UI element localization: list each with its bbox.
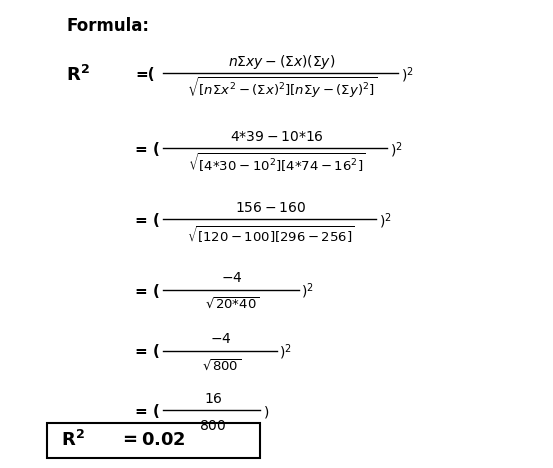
FancyBboxPatch shape: [47, 423, 260, 458]
Text: $-4$: $-4$: [210, 332, 232, 346]
Text: $)^2$: $)^2$: [379, 211, 392, 231]
Text: $4{*}39-10{*}16$: $4{*}39-10{*}16$: [229, 130, 324, 144]
Text: $\sqrt{[n\Sigma x^2-(\Sigma x)^2][n\Sigma y-(\Sigma y)^2]}$: $\sqrt{[n\Sigma x^2-(\Sigma x)^2][n\Sigm…: [187, 76, 377, 100]
Text: $)^2$: $)^2$: [301, 281, 314, 301]
Text: $)$: $)$: [263, 404, 269, 420]
Text: = (: = (: [135, 213, 160, 228]
Text: = (: = (: [135, 344, 160, 359]
Text: = (: = (: [135, 142, 160, 157]
Text: $\sqrt{800}$: $\sqrt{800}$: [202, 358, 241, 373]
Text: $)^2$: $)^2$: [279, 342, 292, 362]
Text: $800$: $800$: [199, 419, 227, 433]
Text: $\sqrt{[120-100][296-256]}$: $\sqrt{[120-100][296-256]}$: [187, 225, 355, 245]
Text: $)^2$: $)^2$: [401, 65, 414, 85]
Text: $n\Sigma xy-(\Sigma x)(\Sigma y)$: $n\Sigma xy-(\Sigma x)(\Sigma y)$: [228, 53, 336, 71]
Text: $\mathbf{= 0.02}$: $\mathbf{= 0.02}$: [119, 431, 186, 449]
Text: = (: = (: [135, 284, 160, 299]
Text: Formula:: Formula:: [66, 17, 149, 35]
Text: $\mathbf{R^2}$: $\mathbf{R^2}$: [66, 65, 90, 85]
Text: $\sqrt{20{*}40}$: $\sqrt{20{*}40}$: [205, 297, 259, 312]
Text: $-4$: $-4$: [221, 271, 243, 285]
Text: $\mathbf{R^2}$: $\mathbf{R^2}$: [61, 431, 85, 450]
Text: $\sqrt{[4{*}30-10^2][4{*}74-16^2]}$: $\sqrt{[4{*}30-10^2][4{*}74-16^2]}$: [187, 152, 366, 175]
Text: $156-160$: $156-160$: [236, 201, 306, 215]
Text: = (: = (: [135, 404, 160, 419]
Text: $16$: $16$: [204, 392, 222, 406]
Text: $)^2$: $)^2$: [390, 140, 403, 160]
Text: =(: =(: [135, 67, 155, 82]
